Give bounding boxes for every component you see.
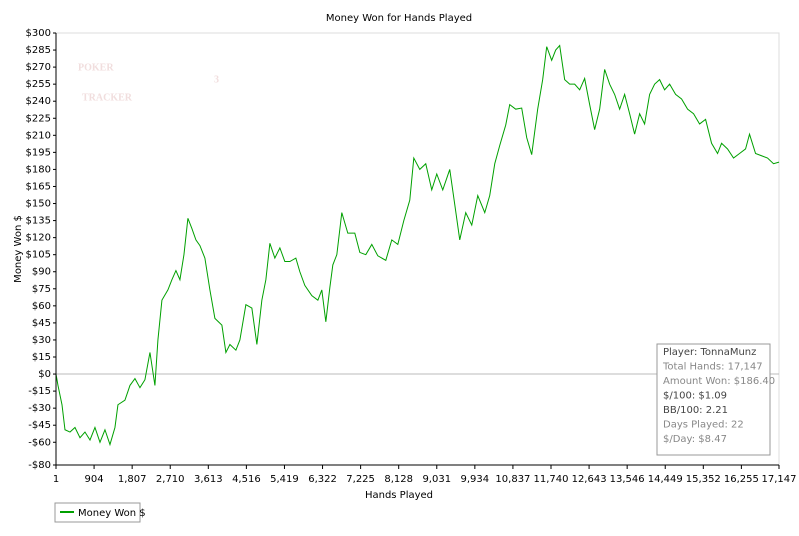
y-tick-label: $75 — [32, 284, 51, 295]
x-tick-label: 904 — [85, 474, 104, 485]
x-tick-label: 1,807 — [118, 474, 147, 485]
y-tick-label: $45 — [32, 318, 51, 329]
y-axis-title: Money Won $ — [13, 215, 24, 283]
x-tick-label: 8,128 — [384, 474, 413, 485]
legend-label: Money Won $ — [78, 508, 146, 519]
y-tick-label: $285 — [26, 45, 51, 56]
y-tick-label: -$60 — [28, 437, 51, 448]
y-tick-label: $120 — [26, 233, 51, 244]
y-tick-label: -$15 — [28, 386, 51, 397]
legend — [54, 502, 141, 523]
x-tick-label: 9,934 — [461, 474, 490, 485]
x-tick-label: 2,710 — [156, 474, 185, 485]
y-tick-label: $60 — [32, 301, 51, 312]
info-line: Amount Won: $186.40 — [663, 376, 775, 387]
x-tick-label: 13,546 — [610, 474, 645, 485]
y-tick-label: $225 — [26, 113, 51, 124]
x-tick-label: 4,516 — [232, 474, 261, 485]
y-tick-label: -$30 — [28, 403, 51, 414]
x-tick-label: 7,225 — [346, 474, 375, 485]
info-box — [656, 343, 771, 456]
y-tick-label: $165 — [26, 181, 51, 192]
y-tick-label: $0 — [38, 369, 51, 380]
y-tick-label: $210 — [26, 130, 51, 141]
y-tick-label: $90 — [32, 267, 51, 278]
info-line: BB/100: 2.21 — [663, 405, 728, 416]
y-tick-label: -$45 — [28, 420, 51, 431]
x-tick-label: 14,449 — [648, 474, 683, 485]
x-tick-label: 3,613 — [194, 474, 223, 485]
x-tick-label: 15,352 — [686, 474, 721, 485]
x-tick-label: 9,031 — [422, 474, 451, 485]
info-lines: Player: TonnaMunz Total Hands: 17,147 Amou… — [662, 347, 775, 445]
x-tick-label: 16,255 — [724, 474, 759, 485]
y-tick-label: $135 — [26, 216, 51, 227]
watermark-text: POKER — [78, 62, 114, 73]
y-tick-label: $150 — [26, 199, 51, 210]
y-tick-label: $240 — [26, 96, 51, 107]
watermark-text: 3 — [214, 74, 219, 85]
y-tick-label: $195 — [26, 147, 51, 158]
y-tick-label: $30 — [32, 335, 51, 346]
info-line: Total Hands: 17,147 — [662, 362, 763, 373]
y-tick-label: $105 — [26, 250, 51, 261]
y-tick-label: $180 — [26, 164, 51, 175]
x-axis-title: Hands Played — [365, 490, 433, 501]
y-tick-label: $255 — [26, 79, 51, 90]
x-tick-label: 17,147 — [762, 474, 797, 485]
data-line — [55, 44, 780, 447]
y-tick-label: $270 — [26, 62, 51, 73]
watermark-text: TRACKER — [82, 92, 133, 103]
info-line: $/Day: $8.47 — [663, 434, 727, 445]
x-tick-label: 1 — [53, 474, 59, 485]
info-line: $/100: $1.09 — [663, 391, 727, 402]
chart-title: Money Won for Hands Played — [326, 13, 472, 24]
info-line: Player: TonnaMunz — [663, 347, 756, 358]
y-tick-label: $15 — [32, 352, 51, 363]
legend-items: Money Won $ — [60, 508, 146, 519]
x-tick-label: 6,322 — [308, 474, 337, 485]
x-tick-label: 12,643 — [572, 474, 607, 485]
x-tick-label: 10,837 — [495, 474, 530, 485]
x-tick-label: 5,419 — [270, 474, 299, 485]
x-tick-label: 11,740 — [534, 474, 569, 485]
y-tick-label: $300 — [26, 28, 51, 39]
y-tick-label: -$80 — [28, 460, 51, 471]
info-line: Days Played: 22 — [663, 420, 744, 431]
